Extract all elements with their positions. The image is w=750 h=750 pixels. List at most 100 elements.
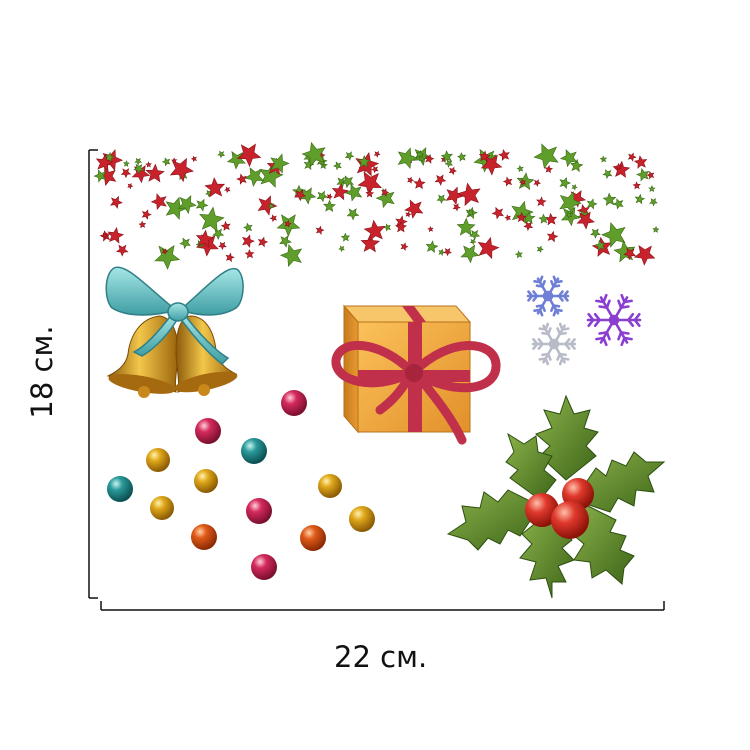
star-icon (340, 232, 351, 242)
star-icon (614, 162, 623, 171)
star-icon (648, 184, 656, 193)
star-icon (424, 153, 435, 164)
star-icon (293, 189, 307, 202)
snowflake-icon (531, 322, 577, 366)
star-icon (122, 160, 130, 167)
star-icon (533, 179, 542, 187)
star-icon (110, 195, 123, 209)
ornament-ball-icon (251, 554, 277, 580)
ornament-ball-icon (146, 448, 170, 472)
star-icon (357, 171, 383, 196)
snowflakes (526, 275, 642, 366)
star-icon (365, 189, 375, 198)
star-icon (95, 153, 114, 172)
star-icon (413, 177, 426, 190)
ornament-balls (107, 390, 375, 580)
star-icon (407, 176, 415, 184)
star-icon (270, 153, 290, 174)
star-icon (559, 191, 582, 215)
ornament-ball-icon (241, 438, 267, 464)
star-icon (440, 150, 454, 163)
star-icon (590, 228, 601, 239)
star-icon (301, 141, 326, 167)
bell-icon (174, 315, 238, 396)
star-icon (425, 240, 439, 253)
width-ruler (100, 601, 665, 611)
star-icon (498, 149, 510, 162)
star-icon (633, 244, 656, 266)
star-icon (141, 209, 152, 220)
star-icon (371, 165, 379, 174)
star-icon (523, 221, 534, 231)
berry-icon (525, 493, 559, 527)
star-icon (279, 243, 303, 268)
star-icon (502, 176, 513, 187)
star-icon (346, 208, 360, 221)
star-icon (436, 194, 447, 205)
star-icon (536, 196, 547, 207)
star-icon (204, 177, 226, 198)
star-icon (514, 250, 523, 259)
star-icon (381, 188, 390, 197)
star-icon (516, 212, 527, 223)
star-icon (145, 163, 165, 183)
star-icon (445, 186, 464, 206)
star-icon (326, 193, 333, 201)
star-icon (243, 222, 253, 233)
star-icon (341, 175, 354, 189)
star-icon (115, 244, 129, 257)
star-icon (538, 213, 549, 224)
star-icon (150, 193, 167, 211)
star-icon (257, 236, 269, 248)
star-icon (602, 192, 617, 206)
star-icon (161, 248, 169, 255)
star-icon (224, 186, 231, 194)
star-icon (559, 149, 578, 168)
ornament-ball-icon (195, 418, 221, 444)
star-icon (491, 206, 504, 220)
star-icon (546, 230, 559, 243)
star-icon (199, 206, 225, 232)
star-icon (373, 150, 381, 158)
star-icon (460, 244, 480, 264)
star-icon (220, 220, 231, 232)
star-icon (533, 143, 559, 170)
ornament-ball-icon (349, 506, 375, 532)
star-icon (323, 199, 336, 212)
star-icon (571, 184, 578, 191)
ornament-ball-icon (150, 496, 174, 520)
star-garland (93, 141, 660, 270)
star-icon (586, 198, 598, 210)
star-icon (218, 241, 227, 251)
star-icon (236, 143, 262, 168)
star-icon (93, 169, 107, 183)
star-icon (594, 239, 606, 252)
ornament-ball-icon (194, 469, 218, 493)
star-icon (331, 183, 349, 201)
star-icon (634, 193, 646, 205)
holly-with-berries (446, 394, 666, 599)
height-ruler (88, 149, 98, 599)
star-icon (195, 198, 209, 212)
star-icon (395, 221, 407, 233)
star-icon (127, 182, 134, 190)
star-icon (612, 160, 631, 178)
star-icon (469, 229, 481, 241)
gift-bow-icon (331, 340, 501, 445)
star-icon (456, 152, 467, 162)
ornament-ball-icon (107, 476, 133, 502)
star-icon (518, 178, 526, 187)
star-icon (456, 217, 476, 236)
star-icon (612, 198, 624, 210)
star-icon (338, 245, 345, 253)
star-icon (279, 235, 292, 248)
star-icon (315, 225, 325, 235)
star-icon (516, 172, 535, 191)
snowflake-icon (586, 293, 642, 347)
star-icon (576, 211, 595, 230)
star-icon (145, 161, 152, 168)
star-icon (383, 223, 392, 232)
star-icon (636, 167, 650, 182)
star-icon (405, 211, 412, 218)
star-icon (217, 150, 226, 159)
